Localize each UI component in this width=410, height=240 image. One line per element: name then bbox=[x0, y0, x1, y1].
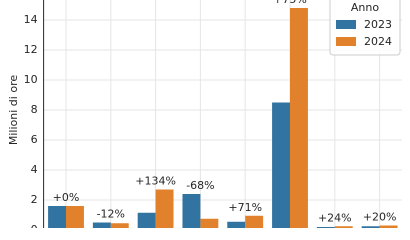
y-axis-label: Milioni di ore bbox=[7, 75, 20, 145]
bar bbox=[334, 226, 353, 228]
y-tick-label: 6 bbox=[31, 133, 38, 146]
bar bbox=[182, 194, 201, 228]
y-tick-label: 4 bbox=[31, 163, 38, 176]
y-tick-label: 10 bbox=[24, 73, 38, 86]
bar bbox=[290, 8, 308, 228]
y-tick-label: 2 bbox=[31, 193, 38, 206]
y-tick-label: 14 bbox=[24, 13, 38, 26]
bar bbox=[379, 225, 398, 228]
change-annotation: +20% bbox=[363, 211, 397, 224]
change-annotation: +134% bbox=[135, 175, 176, 188]
chart: Milioni di ore 0 2 4 6 8 10 12 14 +0% -12% +134% -6… bbox=[7, 0, 402, 228]
legend-label: 2023 bbox=[364, 18, 392, 31]
change-annotation: +75% bbox=[273, 0, 307, 6]
change-annotation: +24% bbox=[318, 211, 352, 224]
change-annotation: -68% bbox=[186, 179, 214, 192]
bar bbox=[155, 189, 174, 228]
bar bbox=[200, 218, 219, 228]
legend-label: 2024 bbox=[364, 35, 392, 48]
bar bbox=[245, 215, 264, 228]
bar bbox=[48, 206, 66, 228]
bar bbox=[227, 221, 246, 228]
y-tick-label: 0 bbox=[31, 223, 38, 228]
change-annotation: -12% bbox=[97, 208, 125, 221]
y-tick-label: 8 bbox=[31, 103, 38, 116]
bar bbox=[66, 206, 84, 228]
bar bbox=[137, 212, 156, 228]
bar bbox=[361, 226, 380, 228]
change-annotation: +0% bbox=[53, 191, 80, 204]
bar bbox=[316, 227, 335, 228]
legend-title: Anno bbox=[351, 1, 379, 14]
legend-swatch bbox=[336, 20, 356, 29]
bar bbox=[272, 102, 290, 228]
legend-swatch bbox=[336, 37, 356, 46]
bar bbox=[110, 223, 129, 228]
y-tick-label: 12 bbox=[24, 43, 38, 56]
bar bbox=[92, 222, 111, 228]
change-annotation: +71% bbox=[228, 201, 262, 214]
